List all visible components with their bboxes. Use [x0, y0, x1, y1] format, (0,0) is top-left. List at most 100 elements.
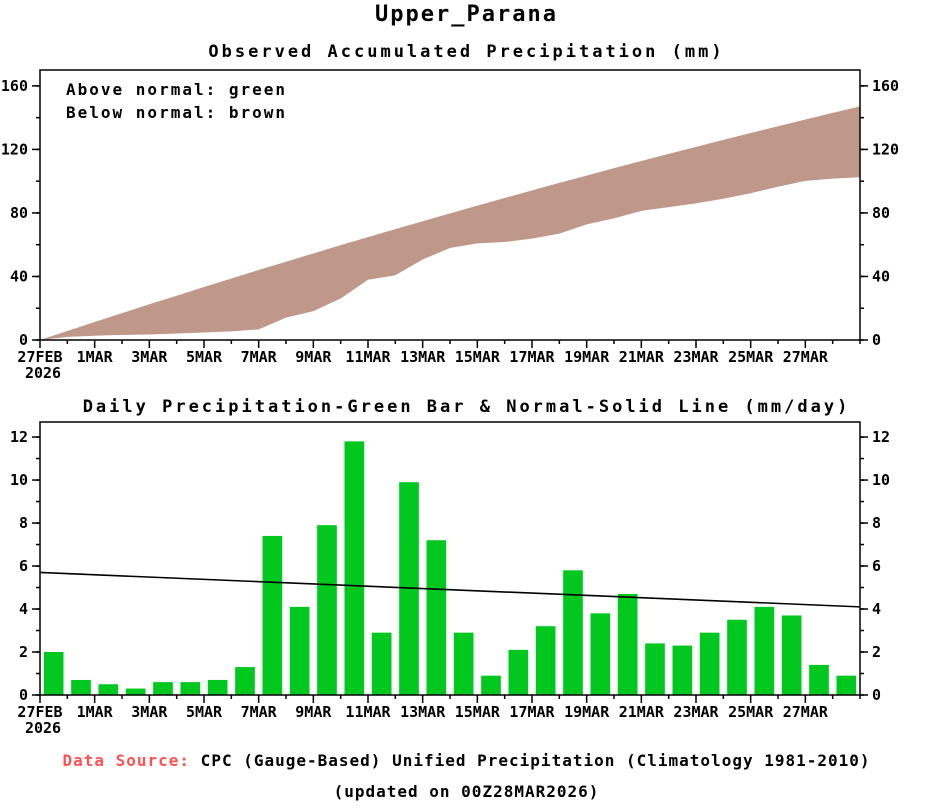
x-tick-label: 15MAR: [455, 703, 501, 721]
x-tick-label: 25MAR: [728, 348, 774, 366]
y-tick-label-right: 10: [872, 471, 890, 489]
precip-bar: [180, 682, 201, 695]
y-tick-label-right: 80: [872, 204, 890, 222]
y-tick-label-right: 12: [872, 428, 890, 446]
x-tick-label: 11MAR: [345, 348, 391, 366]
x-tick-label: 27FEB: [17, 703, 62, 721]
y-tick-label-left: 4: [19, 600, 28, 618]
precip-bar: [289, 606, 310, 695]
x-tick-label: 1MAR: [77, 348, 114, 366]
x-tick-label: 19MAR: [564, 703, 610, 721]
x-tick-label: 9MAR: [295, 703, 332, 721]
y-tick-label-left: 8: [19, 514, 28, 532]
axis-labels: 27FEB 1MAR 3MAR 5MAR 7MAR 9MAR 11MAR 13MAR 15MAR…: [10, 428, 890, 737]
y-tick-label-left: 80: [10, 204, 28, 222]
normal-precip-line: [39, 571, 861, 608]
daily-precip-bars: [43, 441, 857, 695]
legend-below-normal: Below normal: brown: [66, 103, 288, 122]
y-tick-label-left: 12: [10, 428, 28, 446]
y-tick-label-right: 8: [872, 514, 881, 532]
precip-bar: [508, 649, 529, 695]
updated-line: (updated on 00Z28MAR2026): [333, 782, 600, 801]
axis-labels: 27FEB 1MAR 3MAR 5MAR 7MAR 9MAR 11MAR 13MAR 15MAR…: [1, 77, 899, 382]
y-tick-label-left: 120: [1, 140, 28, 158]
x-tick-label: 9MAR: [295, 348, 332, 366]
y-tick-label-left: 10: [10, 471, 28, 489]
precip-bar: [781, 615, 802, 695]
data-source-label: Data Source:: [62, 751, 191, 770]
precip-bar: [98, 684, 119, 695]
x-tick-label: 27MAR: [783, 348, 829, 366]
precip-bar: [699, 632, 720, 695]
y-tick-label-left: 160: [1, 77, 28, 95]
x-tick-label: 17MAR: [509, 348, 555, 366]
y-tick-label-right: 40: [872, 267, 890, 285]
legend-above-normal: Above normal: green: [66, 80, 288, 99]
axes: [32, 421, 868, 703]
precip-bar: [672, 645, 693, 695]
precip-bar: [125, 688, 146, 695]
precip-bar: [153, 682, 173, 695]
x-tick-label: 5MAR: [186, 703, 223, 721]
accum-chart-title: Observed Accumulated Precipitation (mm): [208, 42, 725, 62]
x-tick-label: 1MAR: [77, 703, 114, 721]
x-tick-label: 7MAR: [241, 703, 278, 721]
precip-bar: [535, 626, 556, 695]
y-tick-label-left: 40: [10, 267, 28, 285]
axes: [32, 69, 868, 348]
x-tick-label: 25MAR: [728, 703, 774, 721]
y-tick-label-left: 0: [19, 331, 28, 349]
daily-chart-title: Daily Precipitation-Green Bar & Normal-S…: [82, 397, 851, 417]
x-tick-label: 21MAR: [619, 703, 665, 721]
plot-frame: [39, 69, 861, 341]
y-tick-label-right: 120: [872, 140, 899, 158]
precip-bar: [453, 632, 474, 695]
x-tick-label: 23MAR: [673, 703, 719, 721]
x-tick-label: 15MAR: [455, 348, 501, 366]
x-tick-label: 23MAR: [673, 348, 719, 366]
y-tick-label-right: 6: [872, 557, 881, 575]
precip-bar: [317, 525, 337, 695]
precip-bar: [235, 667, 255, 695]
x-tick-label: 3MAR: [131, 348, 168, 366]
x-tick-label: 13MAR: [400, 703, 446, 721]
x-tick-label: 13MAR: [400, 348, 446, 366]
precip-bar: [590, 613, 611, 695]
y-tick-label-right: 4: [872, 600, 881, 618]
y-tick-label-right: 2: [872, 643, 881, 661]
precip-bar: [645, 643, 665, 695]
precip-bar: [344, 441, 365, 695]
x-tick-label: 21MAR: [619, 348, 665, 366]
year-label: 2026: [25, 719, 61, 737]
x-tick-label: 3MAR: [131, 703, 168, 721]
precip-bar: [563, 570, 583, 695]
x-tick-label: 27FEB: [17, 348, 62, 366]
page-title: Upper_Parana: [375, 2, 558, 27]
precip-bar: [207, 679, 228, 695]
precip-bar: [836, 675, 857, 695]
y-tick-label-right: 160: [872, 77, 899, 95]
x-tick-label: 7MAR: [241, 348, 278, 366]
year-label: 2026: [25, 364, 61, 382]
precip-bar: [371, 632, 392, 695]
x-tick-label: 17MAR: [509, 703, 555, 721]
precip-bar: [43, 652, 64, 695]
precip-bar: [754, 606, 775, 695]
y-tick-label-right: 0: [872, 686, 881, 704]
y-tick-label-right: 0: [872, 331, 881, 349]
data-source-line: Data Source: CPC (Gauge-Based) Unified P…: [0, 751, 933, 770]
precip-bar: [71, 679, 91, 695]
x-tick-label: 5MAR: [186, 348, 223, 366]
precip-bar: [727, 619, 747, 695]
precip-bar: [809, 664, 829, 695]
x-tick-label: 19MAR: [564, 348, 610, 366]
precip-bar: [617, 593, 638, 695]
x-tick-label: 27MAR: [783, 703, 829, 721]
y-tick-label-left: 0: [19, 686, 28, 704]
precip-bar: [481, 675, 501, 695]
y-tick-label-left: 6: [19, 557, 28, 575]
precip-bar: [262, 535, 283, 695]
data-source-text: CPC (Gauge-Based) Unified Precipitation …: [190, 751, 871, 770]
daily-precip-chart: 27FEB 1MAR 3MAR 5MAR 7MAR 9MAR 11MAR 13MAR 15MAR…: [10, 421, 890, 737]
x-tick-label: 11MAR: [345, 703, 391, 721]
